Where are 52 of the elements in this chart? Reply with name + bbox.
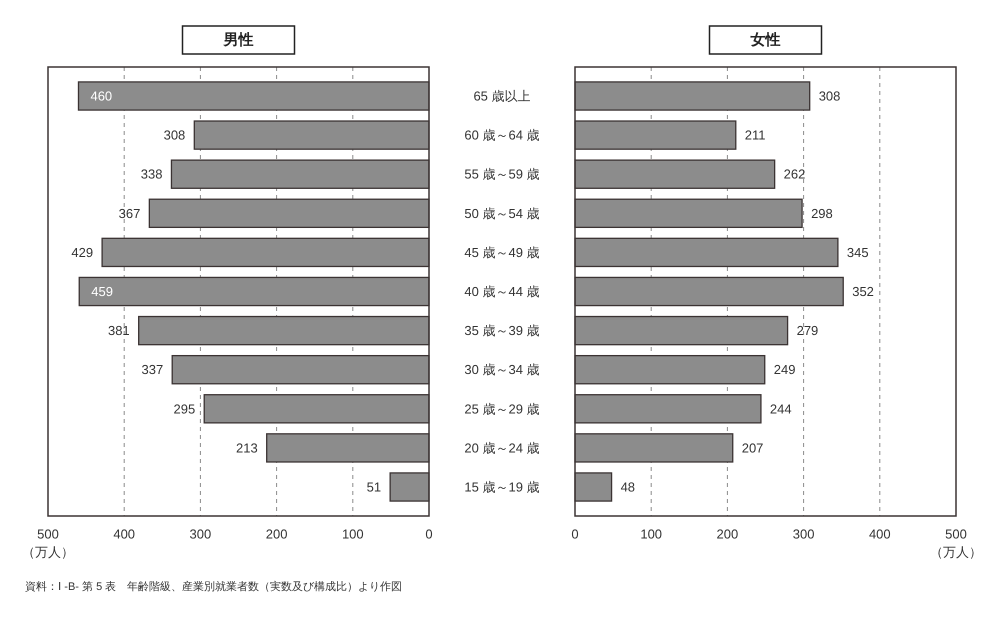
y-tick-label: 25 歳～29 歳 bbox=[464, 401, 540, 416]
chart-title: 女性 bbox=[750, 32, 780, 48]
x-tick-label: 400 bbox=[113, 526, 136, 542]
y-tick-label: 60 歳～64 歳 bbox=[464, 128, 540, 143]
data-label: 48 bbox=[620, 480, 636, 494]
x-tick-label: 400 bbox=[868, 526, 891, 542]
data-label: 211 bbox=[744, 128, 766, 143]
x-tick-label: 200 bbox=[266, 526, 288, 542]
x-axis-title: （万人） bbox=[930, 544, 982, 560]
data-label: 213 bbox=[236, 440, 258, 456]
data-label: 367 bbox=[118, 206, 140, 221]
y-tick-label: 55 歳～59 歳 bbox=[464, 166, 540, 182]
data-label: 345 bbox=[846, 244, 869, 260]
data-label: 338 bbox=[140, 166, 162, 182]
data-label: 337 bbox=[142, 362, 164, 378]
y-tick-label: 50 歳～54 歳 bbox=[464, 206, 540, 221]
x-tick-label: 100 bbox=[640, 526, 662, 542]
x-tick-label: 300 bbox=[190, 526, 212, 542]
x-tick-label: 0 bbox=[425, 526, 433, 542]
title: 女性 bbox=[708, 25, 822, 55]
x-tick-label: 100 bbox=[342, 526, 364, 542]
x-tick-label: 500 bbox=[945, 526, 967, 542]
y-tick-label: 30 歳～34 歳 bbox=[464, 362, 540, 378]
y-tick-label: 65 歳以上 bbox=[473, 88, 531, 104]
chart-title: 男性 bbox=[222, 32, 254, 48]
x-tick-label: 0 bbox=[571, 526, 579, 542]
x-tick-label: 500 bbox=[37, 526, 59, 542]
y-tick-label: 20 歳～24 歳 bbox=[464, 440, 540, 456]
data-label: 298 bbox=[811, 206, 833, 221]
data-label: 279 bbox=[796, 323, 818, 338]
data-label: 459 bbox=[91, 284, 113, 299]
data-label: 249 bbox=[774, 362, 796, 378]
x-tick-label: 300 bbox=[792, 526, 814, 542]
title: 男性 bbox=[182, 25, 296, 55]
data-label: 381 bbox=[108, 323, 130, 338]
data-label: 262 bbox=[784, 166, 806, 182]
note: 資料：Ⅰ -B- 第 5 表 年齢階級、産業別就業者数（実数及び構成比）より作図 bbox=[25, 581, 402, 593]
data-label: 308 bbox=[818, 88, 840, 104]
data-label: 244 bbox=[770, 401, 792, 416]
y-tick-label: 35 歳～39 歳 bbox=[464, 323, 540, 338]
x-tick-label: 200 bbox=[716, 526, 738, 542]
y-tick-label: 40 歳～44 歳 bbox=[464, 284, 540, 299]
data-label: 295 bbox=[174, 401, 196, 416]
x-axis-title: （万人） bbox=[22, 544, 74, 560]
data-label: 51 bbox=[366, 480, 382, 494]
data-label: 429 bbox=[71, 244, 94, 260]
y-tick-label: 15 歳～19 歳 bbox=[464, 480, 540, 494]
data-label: 308 bbox=[164, 128, 186, 143]
data-label: 460 bbox=[90, 88, 112, 104]
data-label: 207 bbox=[742, 440, 764, 456]
y-tick-label: 45 歳～49 歳 bbox=[464, 244, 540, 260]
data-label: 352 bbox=[852, 284, 874, 299]
